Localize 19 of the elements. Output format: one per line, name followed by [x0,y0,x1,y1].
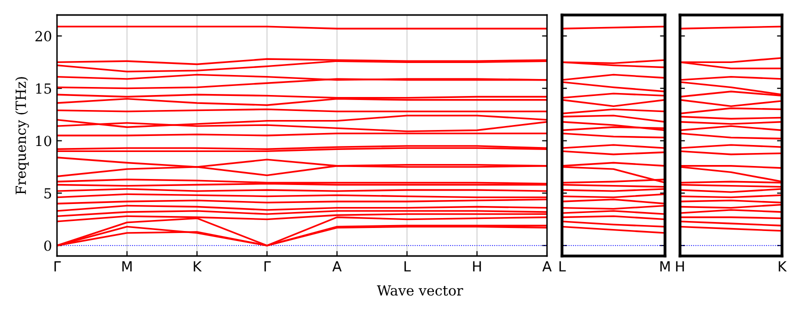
x-tick-label: K [778,261,787,272]
x-tick-label: Γ [264,261,271,272]
x-tick-label: A [542,261,552,272]
x-tick-label: M [660,261,670,272]
x-tick-label: L [404,261,411,272]
x-tick-label: M [122,261,132,272]
y-tick-label: 20 [35,30,52,42]
x-tick-label: Γ [54,261,61,272]
y-axis-title: Frequency (THz) [15,77,29,194]
x-tick-label: H [676,261,684,272]
x-axis-title: Wave vector [376,285,464,296]
y-tick-label: 15 [36,83,52,94]
y-tick-label: 5 [44,188,52,199]
x-tick-label: H [473,261,481,272]
x-tick-label: A [332,261,342,272]
x-tick-label: L [559,261,566,272]
y-tick-label: 0 [44,240,52,251]
y-tick-label: 10 [36,136,52,146]
x-tick-label: K [194,261,202,272]
